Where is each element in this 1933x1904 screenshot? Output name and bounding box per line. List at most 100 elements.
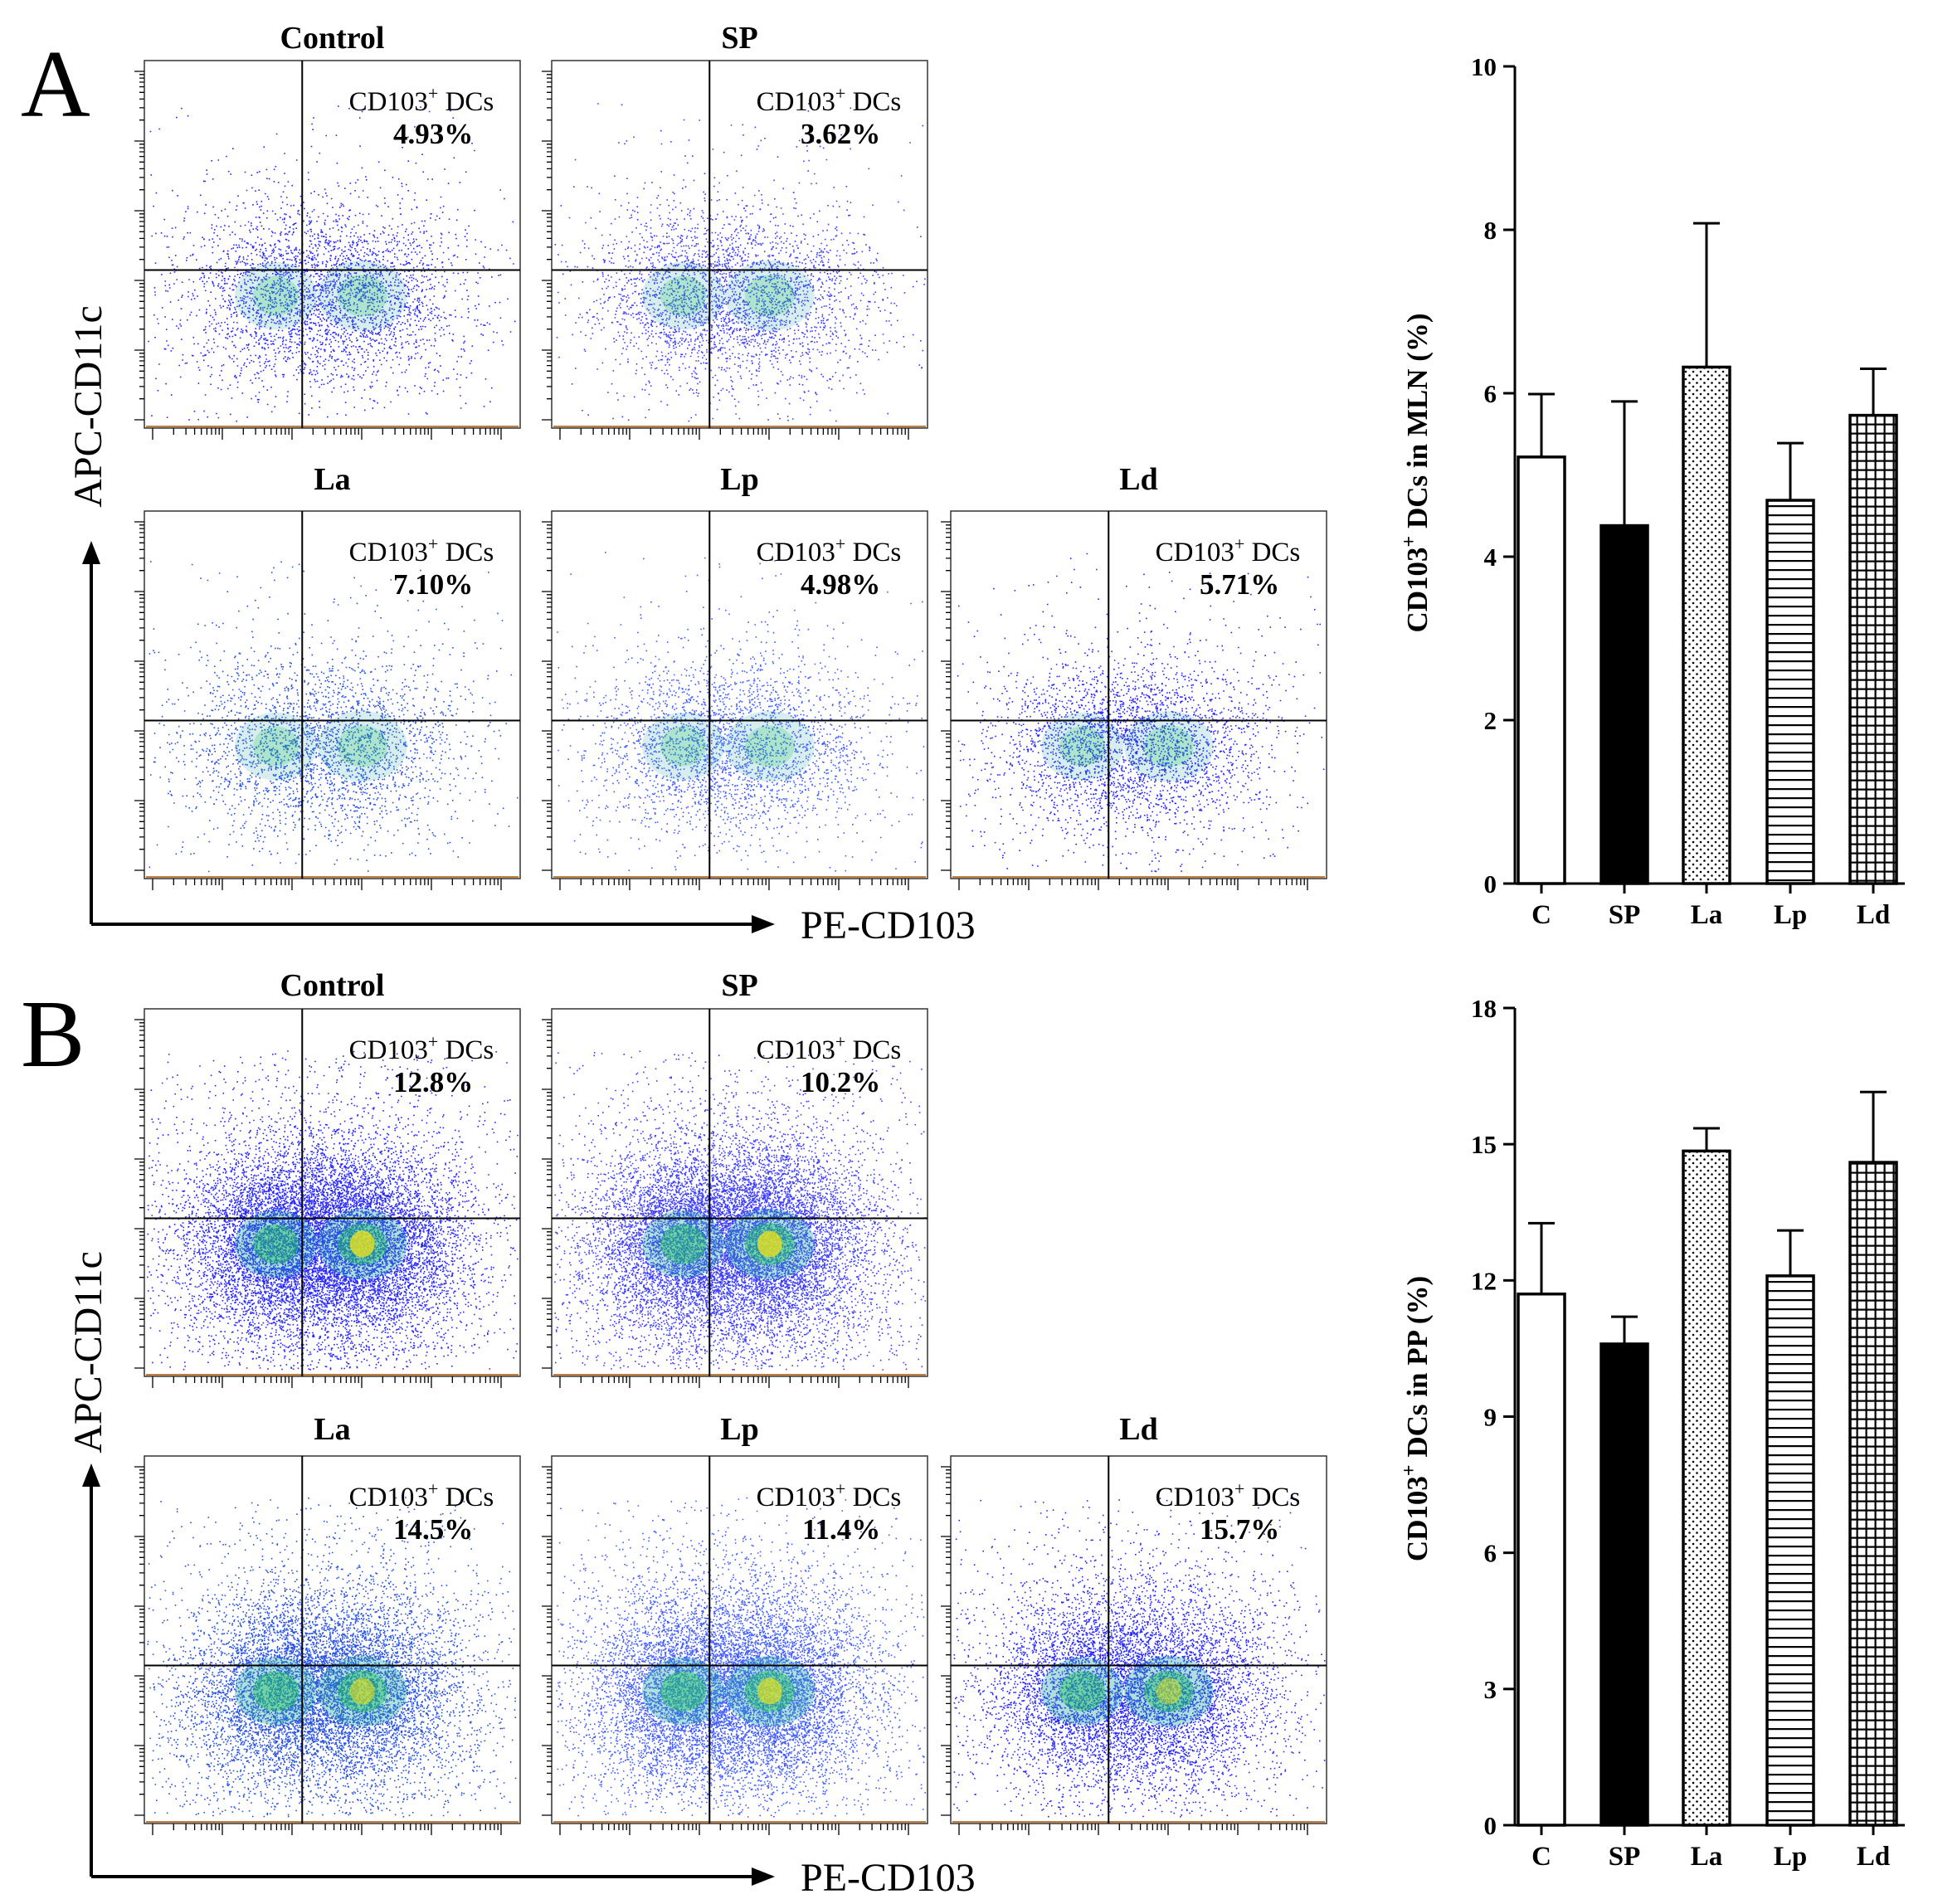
flow-scatter-points (554, 103, 926, 422)
density-mid (642, 712, 725, 781)
gate-label: CD103+ DCs (349, 1478, 494, 1512)
gate-label: CD103+ DCs (349, 533, 494, 567)
flow-events (957, 553, 1325, 873)
y-tick-label: 18 (1471, 994, 1497, 1023)
density-high (744, 725, 795, 767)
y-tick-label: 9 (1484, 1403, 1497, 1432)
gate-percent: 4.98% (801, 568, 880, 601)
bar-La (1682, 1149, 1731, 1827)
flow-axis-ticks (542, 1466, 909, 1835)
density-high (253, 1671, 299, 1712)
flow-plot-frame (551, 510, 928, 879)
bar-Lp (1765, 1274, 1815, 1827)
panel-letter: A (21, 32, 90, 138)
flow-plot-frame (144, 1455, 521, 1824)
y-tick-label: 12 (1471, 1266, 1497, 1295)
flow-scatter-points (147, 1497, 517, 1818)
x-axis-label: PE-CD103 (801, 903, 976, 947)
flow-plot-title: Ld (1119, 462, 1157, 497)
gate-percent: 15.7% (1200, 1513, 1279, 1546)
density-peak (757, 1678, 782, 1705)
gate-percent: 12.8% (393, 1066, 473, 1098)
density-mid (1123, 1656, 1214, 1727)
y-tick-label: 15 (1471, 1130, 1497, 1159)
density-mid (235, 1657, 318, 1726)
bar-Ld (1848, 413, 1898, 885)
flow-scatter-points (556, 1497, 926, 1818)
density-peak (1156, 1678, 1181, 1705)
flow-events (149, 561, 519, 873)
density-high (337, 725, 387, 767)
density-high (744, 275, 795, 317)
flow-axis-ticks (134, 1019, 502, 1388)
y-tick-label: 0 (1484, 1811, 1497, 1840)
x-tick-label: La (1691, 900, 1723, 930)
flow-scatter-points (147, 105, 516, 422)
density-mid (1041, 712, 1124, 781)
flow-plot-frame (144, 60, 521, 429)
flow-events (147, 105, 516, 422)
flow-plot-title: Control (280, 968, 385, 1003)
flow-scatter-points (957, 553, 1325, 873)
y-tick-label: 8 (1484, 216, 1497, 245)
flow-axis-ticks (542, 71, 909, 440)
x-tick-label: Lp (1774, 1842, 1807, 1872)
density-high (253, 1224, 299, 1264)
density-high (1059, 1671, 1106, 1712)
density-mid (642, 1657, 725, 1726)
gate-percent: 10.2% (801, 1066, 880, 1098)
bar-chart-1: 0 2 4 6 8 10 CD103+ DCs in MLN (%) C SP La Lp Ld (1399, 52, 1905, 930)
flow-plot-frame (551, 1008, 928, 1377)
y-axis-arrowhead (82, 1463, 100, 1487)
flow-plot-frame (551, 60, 928, 429)
density-mid (235, 1210, 318, 1278)
flow-axis-ticks (542, 1019, 909, 1388)
y-tick-label: 6 (1484, 379, 1497, 408)
y-tick-label: 0 (1484, 869, 1497, 898)
density-high (253, 726, 299, 767)
flow-scatter-points (554, 1050, 927, 1371)
flow-plot-frame (950, 510, 1327, 879)
gate-percent: 4.93% (393, 118, 473, 150)
bar-chart-2: 0 3 6 9 12 15 18 CD103+ DCs in PP (%) C SP La Lp Ld (1399, 994, 1905, 1872)
bar-C (1517, 455, 1566, 885)
gate-label: CD103+ DCs (349, 1031, 494, 1065)
gate-percent: 5.71% (1200, 568, 1279, 601)
flow-plot-title: SP (721, 21, 757, 56)
gate-percent: 3.62% (801, 118, 880, 150)
density-high (1059, 726, 1106, 767)
gate-label: CD103+ DCs (349, 83, 494, 117)
gate-percent: 7.10% (393, 568, 473, 601)
y-axis-label: APC-CD11c (66, 1251, 110, 1454)
bar-C (1517, 1293, 1566, 1827)
x-tick-label: Ld (1857, 900, 1890, 930)
flow-plot-title: La (314, 462, 350, 497)
density-high (253, 275, 299, 316)
density-mid (642, 261, 725, 330)
y-tick-label: 10 (1471, 52, 1497, 81)
flow-events (953, 1497, 1326, 1818)
y-tick-label: 3 (1484, 1675, 1497, 1704)
density-mid (724, 261, 815, 332)
flow-plot-title: Lp (720, 462, 758, 497)
flow-axis-ticks (542, 521, 909, 890)
density-mid (317, 261, 407, 332)
flow-plot-frame (144, 1008, 521, 1377)
y-axis-label: CD103+ DCs in PP (%) (1399, 1276, 1434, 1561)
flow-axis-ticks (941, 521, 1308, 890)
flow-scatter-points (149, 561, 519, 873)
flow-plot-title: La (314, 1412, 350, 1447)
density-high (1143, 725, 1194, 767)
y-tick-label: 4 (1484, 543, 1497, 572)
x-tick-label: C (1531, 1842, 1551, 1872)
bar-La (1682, 365, 1731, 885)
